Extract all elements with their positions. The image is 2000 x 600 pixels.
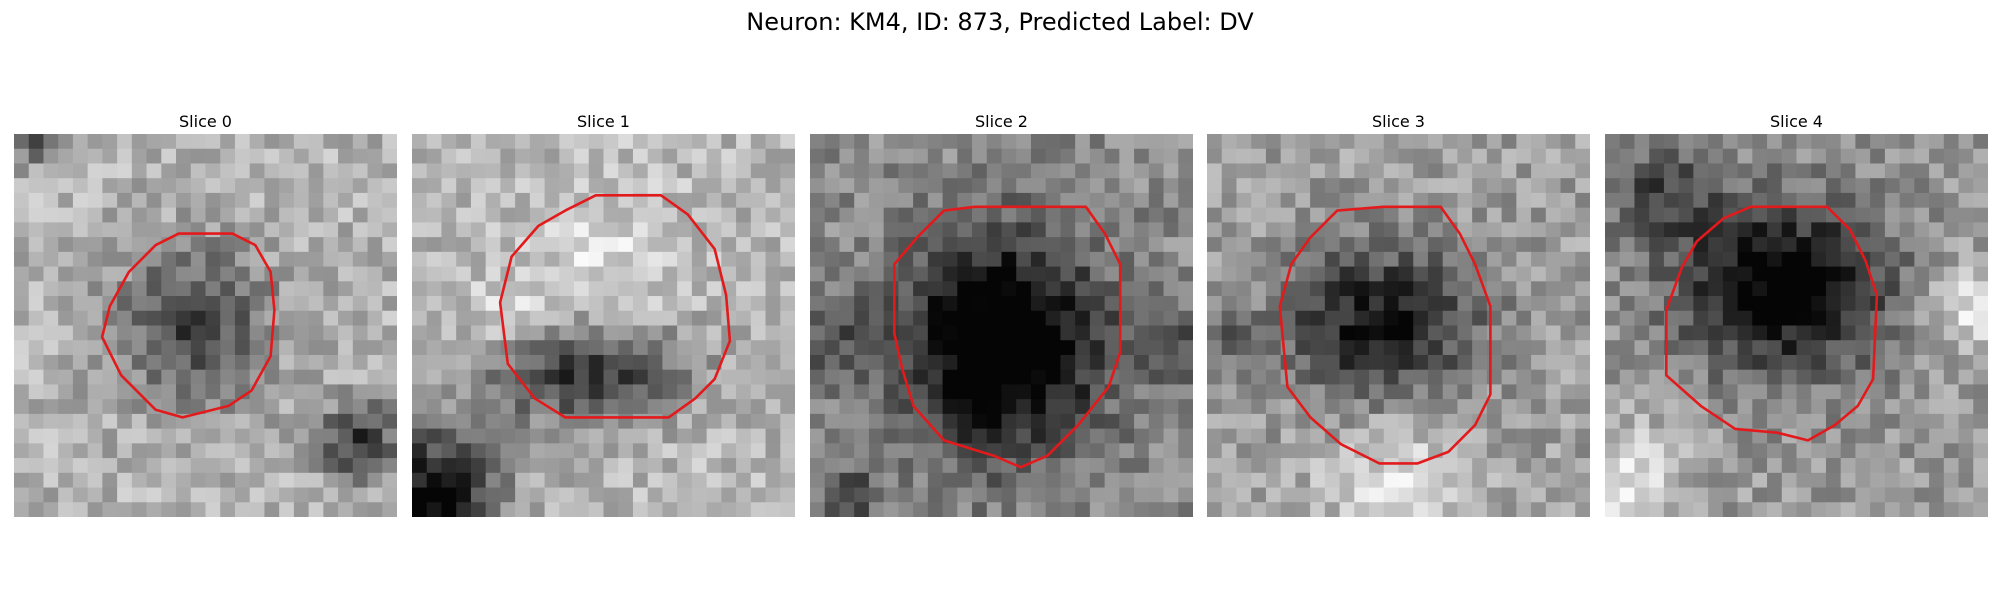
pixel-grid (1207, 134, 1590, 517)
slice-title: Slice 3 (1372, 112, 1425, 131)
slice-title: Slice 4 (1770, 112, 1823, 131)
slice-panel-1: Slice 1 (412, 110, 795, 517)
roi-contour (1278, 205, 1492, 465)
pixel-grid (1605, 134, 1988, 517)
slice-image (14, 134, 397, 517)
slice-image (412, 134, 795, 517)
figure-title: Neuron: KM4, ID: 873, Predicted Label: D… (746, 8, 1254, 36)
pixel-grid (14, 134, 397, 517)
pixel-grid (412, 134, 795, 517)
pixel-grid (810, 134, 1193, 517)
slice-image (810, 134, 1193, 517)
slice-panel-4: Slice 4 (1605, 110, 1988, 517)
slice-title: Slice 0 (179, 112, 232, 131)
slice-title: Slice 1 (577, 112, 630, 131)
roi-contour (893, 205, 1122, 469)
slice-panel-0: Slice 0 (14, 110, 397, 517)
slice-title: Slice 2 (975, 112, 1028, 131)
slice-panel-2: Slice 2 (810, 110, 1193, 517)
roi-contour (1664, 205, 1879, 442)
slice-panel-3: Slice 3 (1207, 110, 1590, 517)
slice-image (1605, 134, 1988, 517)
slice-image (1207, 134, 1590, 517)
roi-contour (100, 232, 276, 419)
roi-contour (498, 193, 732, 419)
